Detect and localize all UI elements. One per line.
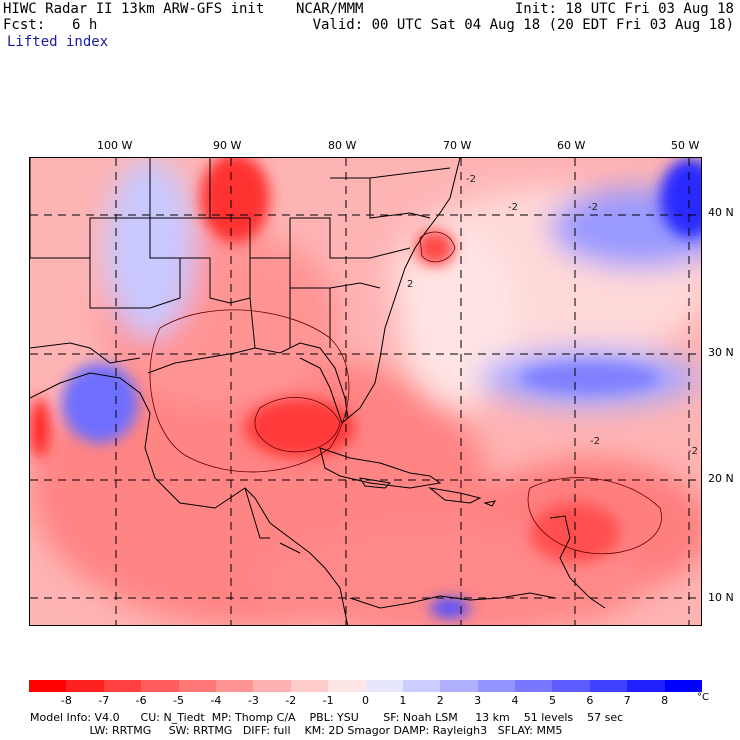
- colorbar-swatch: [515, 680, 553, 692]
- lifted-index-map: -2 -2 -2 -2 2 -2: [29, 157, 702, 626]
- colorbar-swatch: [141, 680, 179, 692]
- colorbar-tick-label: -5: [173, 694, 185, 707]
- colorbar-swatch: [440, 680, 478, 692]
- colorbar-tick-label: 7: [623, 694, 631, 707]
- colorbar-swatch: [290, 680, 329, 692]
- colorbar-swatch: [589, 680, 628, 692]
- lon-label-100w: 100 W: [97, 139, 133, 152]
- lat-label-30n: 30 N: [708, 346, 734, 359]
- contour-label: -2: [508, 202, 518, 213]
- field-name: Lifted index: [7, 34, 109, 50]
- colorbar-swatch: [477, 680, 516, 692]
- lat-label-20n: 20 N: [708, 472, 734, 485]
- init-time: Init: 18 UTC Fri 03 Aug 18: [514, 1, 734, 17]
- graticule: [30, 158, 701, 625]
- colorbar-swatch: [103, 680, 142, 692]
- colorbar-tick-label: -8: [60, 694, 72, 707]
- contour-label: -2: [466, 174, 476, 185]
- contour-lines: [149, 231, 662, 555]
- contour-label: 2: [407, 279, 413, 290]
- colorbar-swatch: [178, 680, 216, 692]
- map-canvas: -2 -2 -2 -2 2 -2: [30, 158, 701, 625]
- colorbar-swatch: [328, 680, 366, 692]
- forecast-value: 6 h: [72, 17, 98, 33]
- footer-physics-info: LW: RRTMG SW: RRTMG DIFF: full KM: 2D Sm…: [30, 724, 563, 737]
- shading-regions: [30, 158, 701, 625]
- colorbar-tick-label: 0: [362, 694, 369, 707]
- colorbar-swatch: [29, 680, 67, 692]
- colorbar-tick-label: -4: [210, 694, 222, 707]
- colorbar-swatch: [215, 680, 254, 692]
- colorbar-tick-label: 6: [586, 694, 594, 707]
- lon-label-60w: 60 W: [557, 139, 586, 152]
- contour-label: -2: [688, 446, 698, 457]
- colorbar-tick-label: 1: [399, 694, 407, 707]
- contour-value-labels: -2 -2 -2 -2 2 -2: [407, 174, 698, 457]
- colorbar-tick-label: 5: [548, 694, 556, 707]
- model-title: HIWC Radar II 13km ARW-GFS init: [3, 1, 265, 17]
- contour-label: -2: [590, 436, 600, 447]
- colorbar-tick-label: -1: [322, 694, 334, 707]
- colorbar-tick-label: -3: [247, 694, 259, 707]
- forecast-label: Fcst:: [3, 17, 46, 33]
- colorbar-tick-label: 2: [436, 694, 444, 707]
- lat-label-40n: 40 N: [708, 206, 734, 219]
- footer-model-info: Model Info: V4.0 CU: N_Tiedt MP: Thomp C…: [30, 711, 624, 724]
- lon-label-90w: 90 W: [213, 139, 242, 152]
- colorbar-unit: °C: [697, 692, 709, 703]
- colorbar-tick-label: -6: [135, 694, 147, 707]
- colorbar-tick-label: -7: [98, 694, 110, 707]
- colorbar-swatch: [664, 680, 703, 692]
- colorbar-tick-label: 8: [661, 694, 669, 707]
- colorbar-swatch: [627, 680, 665, 692]
- lon-label-50w: 50 W: [671, 139, 700, 152]
- colorbar-swatch: [253, 680, 291, 692]
- colorbar-swatch: [552, 680, 590, 692]
- valid-time: Valid: 00 UTC Sat 04 Aug 18 (20 EDT Fri …: [312, 17, 734, 33]
- lat-label-10n: 10 N: [708, 591, 734, 604]
- colorbar-swatch: [402, 680, 441, 692]
- shading-cores: [30, 158, 701, 618]
- colorbar-swatch: [365, 680, 403, 692]
- colorbar: [29, 680, 703, 692]
- colorbar-tick-label: 4: [511, 694, 519, 707]
- lon-label-80w: 80 W: [328, 139, 357, 152]
- organization: NCAR/MMM: [296, 1, 364, 17]
- colorbar-tick-label: -2: [285, 694, 297, 707]
- colorbar-tick-label: 3: [474, 694, 482, 707]
- lon-label-70w: 70 W: [443, 139, 472, 152]
- colorbar-swatch: [66, 680, 104, 692]
- contour-label: -2: [588, 202, 598, 213]
